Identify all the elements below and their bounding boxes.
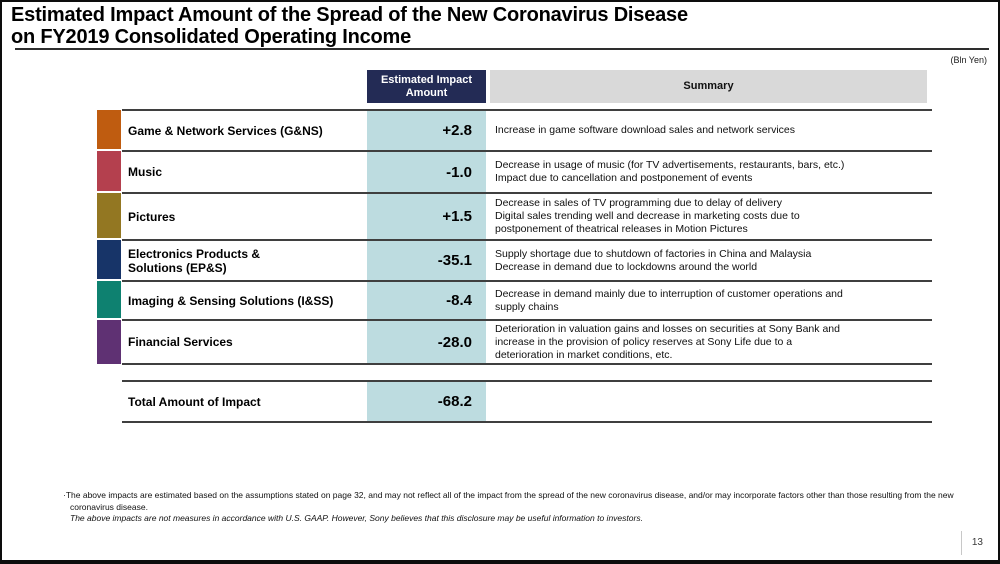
impact-value: -35.1 — [367, 241, 486, 280]
segment-color-bar — [97, 110, 121, 149]
impact-value: -8.4 — [367, 282, 486, 319]
column-header-summary: Summary — [490, 70, 927, 103]
unit-label: (Bln Yen) — [950, 55, 987, 65]
table-row-iss: Imaging & Sensing Solutions (I&SS) -8.4 … — [97, 280, 932, 319]
impact-value: -1.0 — [367, 152, 486, 192]
segment-label: Imaging & Sensing Solutions (I&SS) — [128, 293, 334, 308]
impact-value: +1.5 — [367, 194, 486, 239]
total-value: -68.2 — [367, 382, 486, 421]
summary-text: Increase in game software download sales… — [495, 124, 795, 136]
title-underline — [15, 48, 989, 50]
summary-text: Decrease in sales of TV programming due … — [495, 197, 800, 235]
segment-color-bar — [97, 320, 121, 364]
summary-text: Decrease in demand mainly due to interru… — [495, 287, 843, 313]
column-header-impact: Estimated Impact Amount — [367, 70, 486, 103]
table-row-gns: Game & Network Services (G&NS) +2.8 Incr… — [97, 109, 932, 150]
footnote-gaap: The above impacts are not measures in ac… — [70, 513, 643, 523]
table-row-pictures: Pictures +1.5 Decrease in sales of TV pr… — [97, 192, 932, 239]
impact-value: -28.0 — [367, 321, 486, 363]
segment-label: Pictures — [128, 209, 176, 224]
summary-text: Supply shortage due to shutdown of facto… — [495, 247, 812, 273]
impact-value: +2.8 — [367, 111, 486, 150]
segment-label: Music — [128, 165, 163, 179]
page-number-divider — [961, 531, 962, 555]
segment-table: Game & Network Services (G&NS) +2.8 Incr… — [97, 109, 932, 365]
segment-color-bar — [97, 151, 121, 191]
total-row: Total Amount of Impact -68.2 — [97, 380, 932, 423]
summary-text: Decrease in usage of music (for TV adver… — [495, 159, 845, 184]
footnote-text: The above impacts are estimated based on… — [65, 490, 954, 512]
summary-text: Deterioration in valuation gains and los… — [495, 322, 840, 361]
segment-label: Financial Services — [128, 335, 233, 349]
page-number: 13 — [971, 537, 983, 548]
page-title: Estimated Impact Amount of the Spread of… — [11, 4, 688, 48]
footnote-bullet: · — [63, 490, 66, 500]
segment-label: Electronics Products & Solutions (EP&S) — [128, 246, 261, 275]
table-row-financial: Financial Services -28.0 Deterioration i… — [97, 319, 932, 365]
segment-color-bar — [97, 240, 121, 279]
table-row-eps: Electronics Products & Solutions (EP&S) … — [97, 239, 932, 280]
total-label: Total Amount of Impact — [128, 394, 261, 409]
segment-label: Game & Network Services (G&NS) — [128, 123, 323, 138]
table-row-music: Music -1.0 Decrease in usage of music (f… — [97, 150, 932, 192]
footnote-assumptions: ·The above impacts are estimated based o… — [63, 490, 954, 513]
segment-color-bar — [97, 281, 121, 318]
segment-color-bar — [97, 193, 121, 238]
